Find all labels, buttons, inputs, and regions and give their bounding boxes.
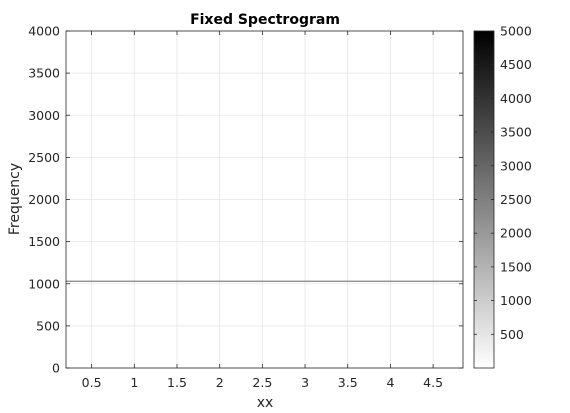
plot-area: 0.5 1 1.5 2 2.5 3 3.5 4 4.5 0 500 1000 1500 2000 2500…	[28, 24, 464, 390]
colorbar-tick-label: 2000	[500, 226, 532, 241]
colorbar-tick-label: 3500	[500, 125, 532, 140]
x-axis-label: xx	[257, 395, 274, 411]
y-axis-label: Frequency	[7, 163, 23, 235]
plot-frame	[65, 30, 464, 369]
colorbar-tick-label: 4500	[500, 57, 532, 72]
colorbar-tick-label: 3000	[500, 158, 532, 173]
colorbar-tick-label: 5000	[500, 24, 532, 39]
colorbar-tick-labels: 500 1000 1500 2000 2500 3000 3500 4000 4500 5000	[500, 24, 532, 342]
x-tick-label: 2	[216, 375, 224, 390]
y-tick-labels: 0 500 1000 1500 2000 2500 3000 3500 4000	[28, 24, 60, 376]
x-tick-labels: 0.5 1 1.5 2 2.5 3 3.5 4 4.5	[82, 375, 443, 390]
y-tick-label: 2000	[28, 192, 60, 207]
colorbar-tick-label: 4000	[500, 91, 532, 106]
y-tick-label: 3000	[28, 108, 60, 123]
colorbar-gradient	[474, 31, 494, 368]
x-tick-label: 1	[130, 375, 138, 390]
colorbar-tick-label: 1500	[500, 259, 532, 274]
y-tick-label: 1500	[28, 234, 60, 249]
y-tick-label: 3500	[28, 66, 60, 81]
colorbar-ticks	[474, 30, 494, 335]
y-tick-label: 500	[36, 318, 60, 333]
x-tick-label: 4	[386, 375, 394, 390]
y-tick-label: 0	[52, 361, 60, 376]
chart-title: Fixed Spectrogram	[190, 12, 340, 28]
x-tick-label: 4.5	[423, 375, 443, 390]
y-tick-label: 1000	[28, 276, 60, 291]
colorbar-tick-label: 1000	[500, 293, 532, 308]
axis-ticks	[66, 30, 463, 369]
x-tick-label: 2.5	[252, 375, 272, 390]
x-tick-label: 1.5	[167, 375, 187, 390]
y-tick-label: 2500	[28, 150, 60, 165]
x-tick-label: 0.5	[82, 375, 102, 390]
colorbar-tick-label: 500	[500, 327, 524, 342]
colorbar: 500 1000 1500 2000 2500 3000 3500 4000 4500 5000	[473, 24, 532, 369]
colorbar-tick-label: 2500	[500, 192, 532, 207]
x-tick-label: 3.5	[338, 375, 358, 390]
y-tick-label: 4000	[28, 24, 60, 39]
x-tick-label: 3	[301, 375, 309, 390]
